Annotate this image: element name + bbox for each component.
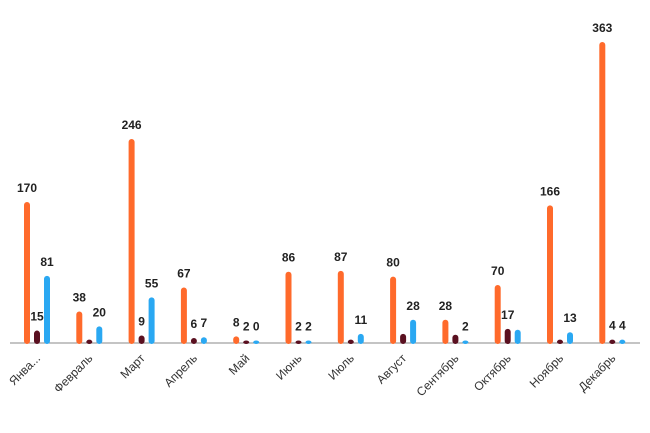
data-label: 80 bbox=[386, 256, 400, 270]
x-tick-label: Сентябрь bbox=[414, 351, 462, 399]
data-label: 28 bbox=[406, 299, 420, 313]
bar bbox=[599, 42, 606, 344]
data-label: 28 bbox=[439, 299, 453, 313]
data-label: 67 bbox=[177, 266, 191, 280]
bar bbox=[243, 340, 250, 344]
bar bbox=[96, 326, 103, 344]
data-label: 2 bbox=[243, 320, 250, 334]
bar bbox=[305, 340, 312, 344]
data-label: 70 bbox=[491, 264, 505, 278]
x-tick-label: Март bbox=[118, 351, 149, 382]
bar bbox=[390, 276, 397, 344]
data-label: 2 bbox=[295, 320, 302, 334]
bar bbox=[557, 339, 563, 344]
data-label: 86 bbox=[282, 251, 296, 265]
data-label: 7 bbox=[201, 316, 208, 330]
bar bbox=[347, 339, 354, 344]
x-tick-label: Апрель bbox=[161, 351, 200, 390]
x-tick-label: Июнь bbox=[273, 351, 304, 382]
bar bbox=[148, 297, 155, 344]
data-label: 166 bbox=[540, 184, 560, 198]
data-label: 87 bbox=[334, 250, 348, 264]
bar bbox=[619, 339, 626, 344]
bar bbox=[34, 330, 40, 344]
bar bbox=[609, 339, 616, 344]
bar bbox=[462, 340, 469, 344]
data-label: 11 bbox=[354, 313, 367, 327]
bar bbox=[44, 275, 50, 344]
data-label: 38 bbox=[73, 290, 87, 304]
x-tick-label: Июль bbox=[325, 351, 357, 383]
x-tick-label: Декабрь bbox=[575, 351, 618, 394]
bar bbox=[400, 333, 407, 344]
bar bbox=[567, 332, 573, 344]
data-label: 8 bbox=[233, 315, 240, 329]
data-label: 6 bbox=[191, 317, 198, 331]
data-label: 363 bbox=[592, 21, 612, 35]
data-label: 55 bbox=[145, 276, 159, 290]
data-label: 9 bbox=[138, 315, 145, 329]
data-label: 4 bbox=[609, 319, 616, 333]
data-label: 2 bbox=[305, 320, 312, 334]
data-label: 13 bbox=[563, 311, 577, 325]
data-label: 81 bbox=[40, 255, 54, 269]
bar bbox=[410, 319, 417, 344]
bar bbox=[285, 271, 292, 344]
bar bbox=[24, 202, 30, 344]
data-label: 170 bbox=[17, 181, 37, 195]
x-tick-label: Май bbox=[226, 351, 253, 378]
data-label: 20 bbox=[93, 305, 107, 319]
bar bbox=[295, 340, 302, 344]
bar bbox=[494, 284, 501, 344]
bar bbox=[200, 337, 207, 344]
bar bbox=[547, 205, 553, 344]
bar bbox=[180, 287, 187, 344]
x-tick-label: Октябрь bbox=[471, 351, 514, 394]
bar bbox=[442, 319, 449, 344]
x-tick-label: Янва... bbox=[6, 351, 43, 388]
data-label: 2 bbox=[462, 320, 469, 334]
bar bbox=[76, 311, 83, 344]
bar bbox=[86, 339, 93, 344]
data-label: 0 bbox=[253, 320, 260, 334]
bar bbox=[337, 270, 344, 344]
data-label: 15 bbox=[30, 310, 44, 324]
bar bbox=[504, 328, 511, 344]
bar bbox=[452, 334, 459, 344]
bar bbox=[253, 340, 260, 344]
x-tick-label: Ноябрь bbox=[527, 351, 566, 390]
data-label: 17 bbox=[501, 308, 515, 322]
bar bbox=[190, 338, 197, 344]
bar bbox=[138, 335, 145, 344]
bar bbox=[514, 329, 521, 344]
bar bbox=[128, 139, 135, 344]
x-tick-label: Август bbox=[374, 351, 410, 387]
data-label: 4 bbox=[619, 319, 626, 333]
bar bbox=[357, 333, 364, 344]
bar bbox=[233, 336, 240, 344]
data-label: 246 bbox=[122, 118, 142, 132]
x-tick-label: Февраль bbox=[51, 351, 95, 395]
